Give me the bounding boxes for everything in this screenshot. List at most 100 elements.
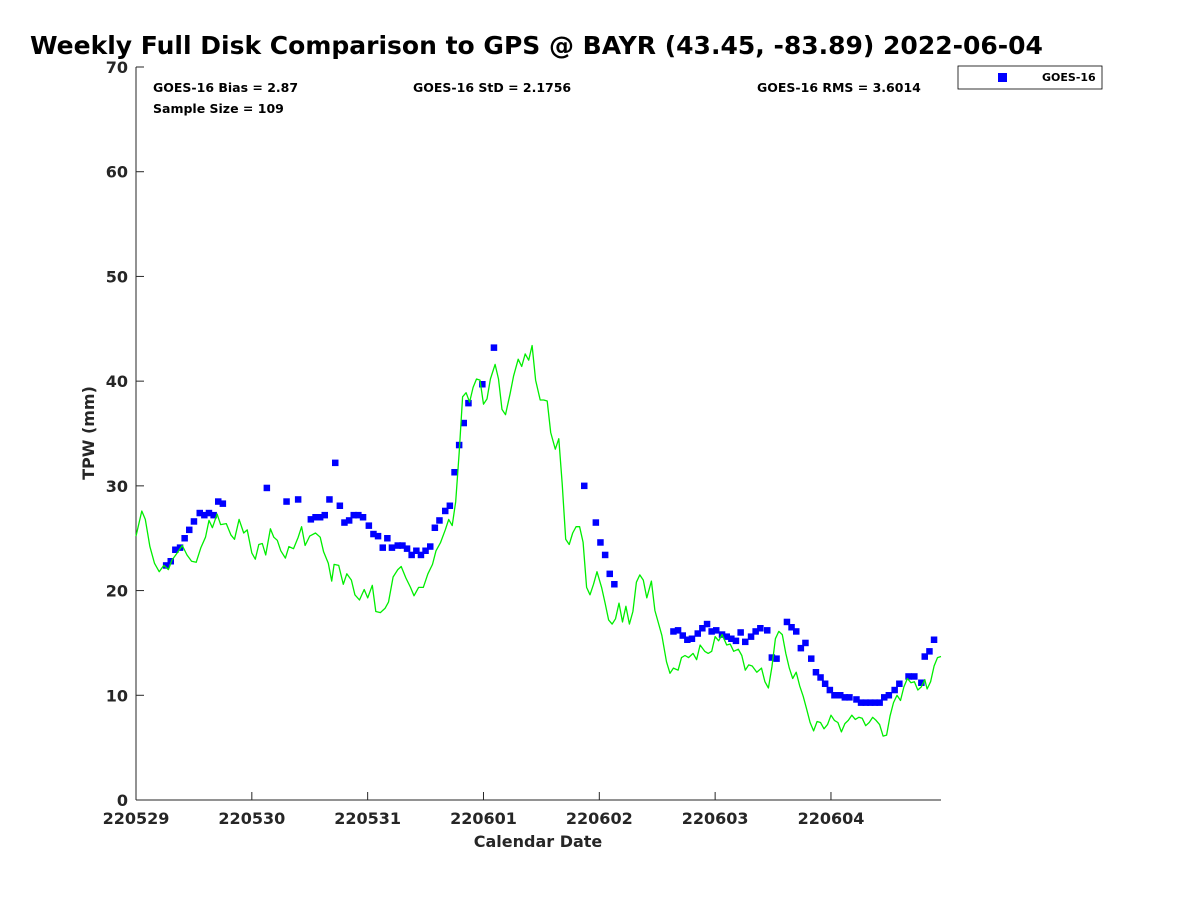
goes16-point <box>699 625 706 632</box>
goes16-point <box>773 655 780 662</box>
goes16-point <box>885 692 893 699</box>
x-axis-label: Calendar Date <box>474 832 603 851</box>
goes16-point <box>399 542 406 549</box>
goes16-point <box>283 498 290 505</box>
goes16-point <box>355 511 362 519</box>
gps-line <box>135 344 942 737</box>
goes16-point <box>713 627 720 634</box>
goes16-point <box>862 699 869 706</box>
goes16-point <box>384 535 391 542</box>
y-tick-label: 10 <box>106 686 128 705</box>
goes16-point <box>332 459 339 467</box>
goes16-point <box>167 558 174 565</box>
goes16-point <box>215 498 222 505</box>
goes16-point <box>219 500 227 507</box>
goes16-point <box>436 517 443 524</box>
goes16-point <box>210 511 217 519</box>
rms-stat: GOES-16 RMS = 3.6014 <box>757 80 921 95</box>
goes16-point <box>370 530 377 538</box>
goes16-point <box>896 680 903 687</box>
goes16-point <box>918 679 925 686</box>
x-tick-label: 220604 <box>798 809 865 828</box>
goes16-point <box>674 627 682 634</box>
goes16-point <box>196 509 203 517</box>
goes16-point <box>911 673 918 680</box>
chart-title: Weekly Full Disk Comparison to GPS @ BAY… <box>30 31 1043 60</box>
goes16-point <box>881 694 888 701</box>
y-tick-label: 20 <box>106 582 128 601</box>
goes16-point <box>190 518 198 525</box>
legend-box <box>957 65 1103 90</box>
goes16-point <box>446 502 454 509</box>
goes16-point <box>723 633 730 640</box>
goes16-point <box>752 628 759 635</box>
goes16-point <box>837 692 844 699</box>
goes16-point <box>307 516 315 523</box>
goes16-point <box>732 637 740 645</box>
goes16-point <box>263 484 271 492</box>
goes16-point <box>891 686 898 694</box>
goes16-point <box>162 562 170 569</box>
goes16-point <box>336 502 344 509</box>
goes16-point <box>831 692 838 699</box>
goes16-point <box>821 680 829 687</box>
goes16-point <box>812 669 820 676</box>
std-stat: GOES-16 StD = 2.1756 <box>413 80 571 95</box>
goes16-point <box>427 543 434 550</box>
goes16-point <box>451 469 458 476</box>
goes16-point <box>431 524 439 531</box>
goes16-point <box>611 581 618 588</box>
x-tick-label: 220602 <box>566 809 633 828</box>
y-tick-label: 40 <box>106 372 128 391</box>
goes16-point <box>757 625 764 632</box>
goes16-point <box>312 514 319 521</box>
goes16-point <box>374 532 382 540</box>
goes16-point <box>581 482 588 490</box>
goes16-point <box>867 699 874 706</box>
goes16-point <box>460 419 467 427</box>
y-tick-label: 50 <box>106 267 128 286</box>
goes16-point <box>905 673 912 680</box>
goes16-point <box>808 655 815 662</box>
y-axis-label: TPW (mm) <box>79 386 98 480</box>
goes16-point <box>465 399 472 407</box>
goes16-point <box>201 511 208 519</box>
legend: GOES-16 <box>957 65 1103 90</box>
goes16-point <box>764 627 771 634</box>
goes16-point <box>316 514 324 521</box>
goes16-point <box>728 635 735 642</box>
goes16-point <box>783 618 791 626</box>
goes16-point <box>684 636 691 643</box>
goes16-point <box>846 694 853 701</box>
goes16-point <box>388 544 396 551</box>
goes16-point <box>921 653 928 660</box>
goes16-point <box>403 545 411 552</box>
goes16-point <box>350 511 357 519</box>
goes16-point <box>294 496 302 503</box>
goes16-point <box>768 654 776 661</box>
sample-size-stat: Sample Size = 109 <box>153 101 284 116</box>
goes16-point <box>172 546 179 553</box>
goes16-point <box>703 620 711 628</box>
goes16-point <box>321 511 328 519</box>
goes16-point <box>871 699 879 706</box>
legend-marker <box>998 73 1007 82</box>
goes16-point <box>797 644 805 652</box>
goes16-point <box>601 551 609 559</box>
goes16-point <box>442 507 449 515</box>
goes16-point <box>679 632 686 639</box>
goes16-point <box>326 496 333 503</box>
goes16-point <box>345 517 353 524</box>
goes16-point <box>490 344 498 351</box>
bias-stat: GOES-16 Bias = 2.87 <box>153 80 298 95</box>
goes16-point <box>181 535 188 542</box>
goes16-point <box>926 648 933 655</box>
goes16-point <box>597 539 604 546</box>
goes16-point <box>788 624 795 631</box>
goes16-point <box>394 542 401 549</box>
plot-area: 0 10 20 30 40 50 60 70 220529 220530 220531 220601 2… <box>103 58 942 828</box>
goes16-point <box>592 519 600 526</box>
legend-label: GOES-16 <box>1042 71 1096 84</box>
goes16-point <box>408 551 415 559</box>
